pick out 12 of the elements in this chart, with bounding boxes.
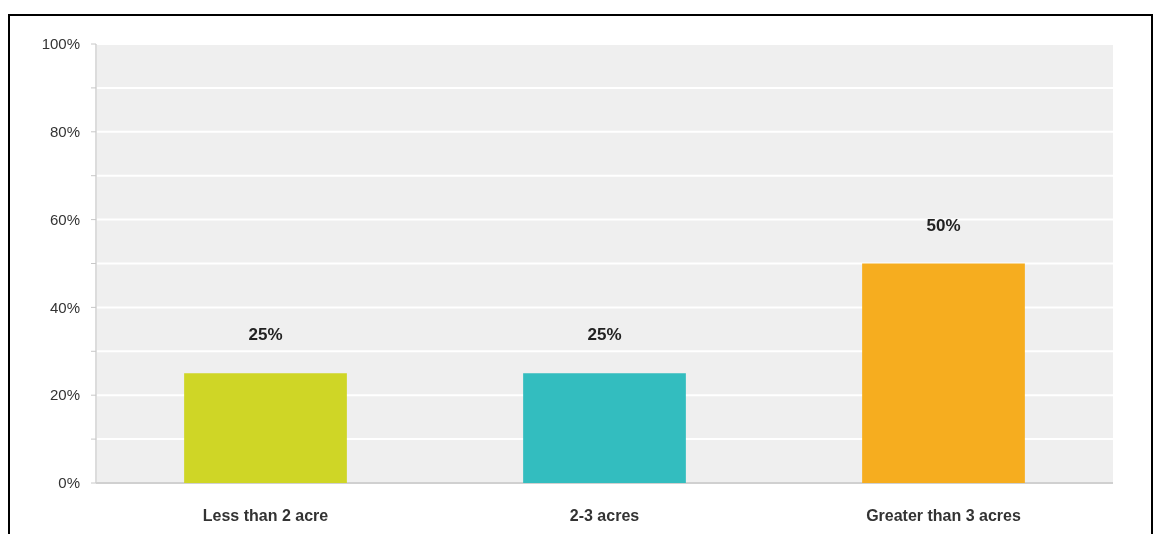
y-tick-label: 80%: [49, 123, 80, 141]
y-tick-label: 20%: [49, 386, 80, 404]
y-tick-label: 60%: [49, 210, 80, 228]
x-tick-label: 2-3 acres: [569, 507, 640, 524]
data-label: 50%: [926, 215, 961, 235]
y-tick-label: 0%: [58, 474, 80, 492]
data-label: 25%: [248, 325, 283, 345]
x-tick-label: Less than 2 acre: [202, 507, 329, 524]
data-label: 25%: [587, 325, 622, 345]
x-tick-label: Greater than 3 acres: [866, 507, 1021, 524]
y-tick-label: 40%: [49, 298, 80, 316]
y-tick-label: 100%: [41, 35, 80, 53]
